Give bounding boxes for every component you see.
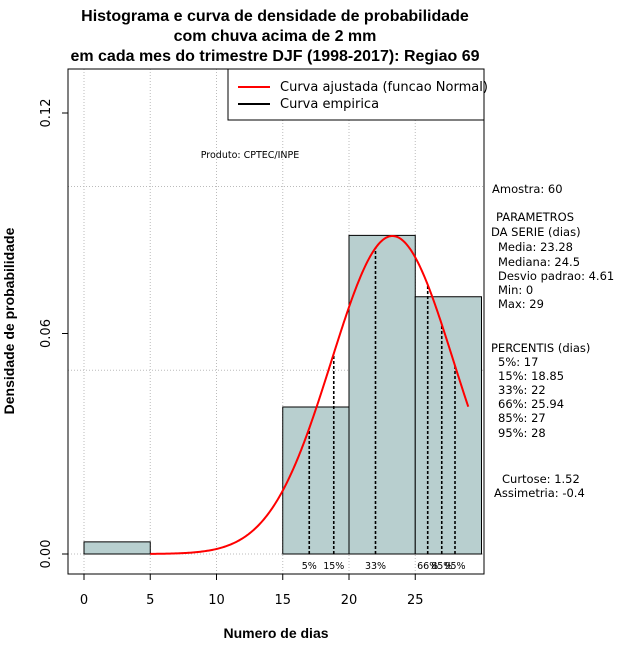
histogram-bar-5 bbox=[414, 296, 482, 555]
stat-sd: Desvio padrao: 4.61 bbox=[498, 269, 614, 283]
normal-curve bbox=[150, 234, 470, 555]
percentile-15: 15%: 18.85 bbox=[498, 369, 564, 383]
percentile-label-0: 5% bbox=[302, 561, 317, 572]
x-tick-label-3: 15 bbox=[274, 593, 291, 608]
stat-skewness: Assimetria: -0.4 bbox=[494, 486, 585, 500]
params-header-1: PARAMETROS bbox=[496, 210, 574, 224]
stat-kurtosis: Curtose: 1.52 bbox=[502, 472, 580, 486]
legend-label-empirical: Curva empirica bbox=[280, 97, 379, 112]
stat-min: Min: 0 bbox=[498, 283, 533, 297]
legend-box bbox=[227, 68, 485, 121]
percentile-5: 5%: 17 bbox=[498, 355, 538, 369]
percentiles-header: PERCENTIS (dias) bbox=[491, 341, 590, 355]
percentile-label-3: 66% bbox=[417, 561, 438, 572]
percentile-label-2: 33% bbox=[365, 561, 386, 572]
x-axis: 0 5 10 15 20 25 bbox=[80, 574, 424, 608]
normal-curve-path bbox=[150, 234, 470, 555]
sample-size: Amostra: 60 bbox=[492, 182, 563, 196]
y-tick-label-1: 0.06 bbox=[39, 319, 54, 348]
x-tick-label-5: 25 bbox=[407, 593, 424, 608]
percentile-label-1: 15% bbox=[323, 561, 344, 572]
stats-panel: Amostra: 60 PARAMETROS DA SERIE (dias) M… bbox=[491, 182, 614, 500]
x-tick-label-4: 20 bbox=[341, 593, 358, 608]
y-axis-title: Densidade de probabilidade bbox=[1, 227, 17, 414]
percentile-33: 33%: 22 bbox=[498, 383, 546, 397]
histogram-bar-0 bbox=[83, 541, 151, 555]
y-axis: 0.00 0.06 0.12 bbox=[39, 99, 68, 569]
stat-median: Mediana: 24.5 bbox=[498, 255, 580, 269]
percentile-85: 85%: 27 bbox=[498, 411, 546, 425]
histogram-bar-3 bbox=[282, 406, 350, 555]
legend: Curva ajustada (funcao Normal) Curva emp… bbox=[227, 68, 488, 121]
histogram-bars bbox=[83, 234, 482, 555]
legend-label-fit: Curva ajustada (funcao Normal) bbox=[280, 80, 488, 95]
stat-mean: Media: 23.28 bbox=[498, 240, 573, 254]
y-tick-label-2: 0.12 bbox=[39, 99, 54, 128]
x-tick-label-2: 10 bbox=[208, 593, 225, 608]
params-header-2: DA SERIE (dias) bbox=[491, 225, 581, 239]
chart-title-line-1: Histograma e curva de densidade de proba… bbox=[81, 8, 469, 25]
stat-max: Max: 29 bbox=[498, 297, 544, 311]
x-tick-label-1: 5 bbox=[146, 593, 154, 608]
chart-title-line-2: com chuva acima de 2 mm bbox=[174, 28, 377, 45]
percentile-lines: 5% 15% 33% 66%85%95% bbox=[302, 247, 466, 572]
percentile-95: 95%: 28 bbox=[498, 426, 546, 440]
x-tick-label-0: 0 bbox=[80, 593, 88, 608]
product-annotation: Produto: CPTEC/INPE bbox=[201, 150, 300, 161]
percentile-label-5: 95% bbox=[444, 561, 465, 572]
histogram-bar-4 bbox=[348, 234, 416, 555]
chart-title-line-3: em cada mes do trimestre DJF (1998-2017)… bbox=[70, 48, 479, 65]
x-axis-title: Numero de dias bbox=[223, 625, 328, 641]
percentile-label-4: 85% bbox=[431, 561, 452, 572]
y-tick-label-0: 0.00 bbox=[39, 540, 54, 569]
percentile-66: 66%: 25.94 bbox=[498, 397, 564, 411]
